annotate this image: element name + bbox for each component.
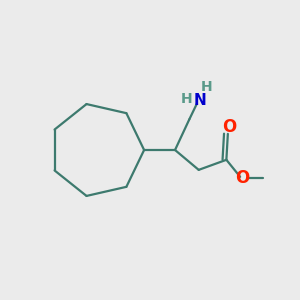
Text: O: O	[223, 118, 237, 136]
Text: H: H	[201, 80, 213, 94]
Text: O: O	[235, 169, 249, 187]
Text: N: N	[194, 93, 207, 108]
Text: H: H	[180, 92, 192, 106]
